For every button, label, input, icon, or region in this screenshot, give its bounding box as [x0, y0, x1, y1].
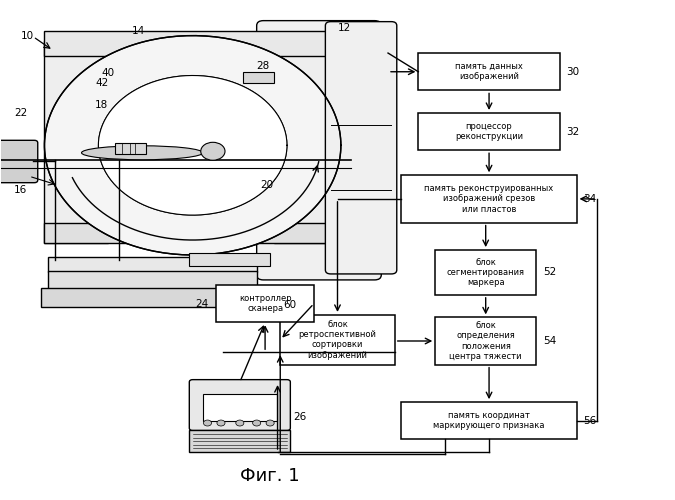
Polygon shape: [45, 222, 344, 242]
FancyBboxPatch shape: [115, 144, 146, 154]
Text: Фиг. 1: Фиг. 1: [240, 468, 300, 485]
Text: 42: 42: [95, 78, 108, 88]
Circle shape: [45, 36, 341, 255]
FancyBboxPatch shape: [0, 140, 38, 182]
Text: память реконструированных
изображений срезов
или пластов: память реконструированных изображений ср…: [425, 184, 554, 214]
Polygon shape: [273, 40, 344, 242]
Text: 40: 40: [102, 68, 115, 78]
FancyBboxPatch shape: [243, 72, 273, 83]
Text: контроллер
сканера: контроллер сканера: [239, 294, 292, 314]
Text: процессор
реконструкции: процессор реконструкции: [455, 122, 523, 142]
Text: 24: 24: [195, 298, 208, 308]
FancyBboxPatch shape: [48, 258, 256, 272]
FancyBboxPatch shape: [280, 315, 395, 364]
Text: 26: 26: [294, 412, 307, 422]
FancyBboxPatch shape: [418, 113, 560, 150]
Text: память данных
изображений: память данных изображений: [455, 62, 523, 82]
Text: 14: 14: [132, 26, 145, 36]
FancyBboxPatch shape: [435, 250, 536, 295]
Text: 54: 54: [543, 336, 556, 346]
Text: 56: 56: [583, 416, 597, 426]
FancyBboxPatch shape: [202, 394, 277, 421]
Text: 34: 34: [583, 194, 597, 204]
FancyBboxPatch shape: [41, 288, 263, 308]
Text: 28: 28: [256, 60, 270, 70]
Text: 12: 12: [338, 23, 351, 33]
Polygon shape: [45, 40, 109, 242]
FancyBboxPatch shape: [402, 402, 576, 440]
Text: 10: 10: [21, 30, 34, 40]
Text: 16: 16: [14, 185, 28, 195]
Text: блок
определения
положения
центра тяжести: блок определения положения центра тяжест…: [450, 321, 522, 361]
FancyBboxPatch shape: [256, 20, 381, 280]
Circle shape: [252, 420, 261, 426]
Text: 22: 22: [14, 108, 28, 118]
Text: 30: 30: [566, 66, 580, 76]
Text: 18: 18: [95, 100, 108, 110]
Text: блок
сегментирования
маркера: блок сегментирования маркера: [447, 258, 524, 288]
Circle shape: [99, 76, 287, 215]
Circle shape: [200, 142, 225, 160]
Text: 52: 52: [543, 268, 556, 278]
FancyBboxPatch shape: [189, 380, 290, 430]
FancyBboxPatch shape: [189, 254, 270, 266]
Text: 60: 60: [284, 300, 297, 310]
FancyBboxPatch shape: [325, 22, 397, 274]
Text: память координат
маркирующего признака: память координат маркирующего признака: [433, 411, 545, 430]
Ellipse shape: [82, 146, 202, 160]
FancyBboxPatch shape: [402, 175, 576, 222]
Polygon shape: [45, 30, 344, 56]
FancyBboxPatch shape: [216, 285, 314, 323]
FancyBboxPatch shape: [48, 271, 256, 290]
FancyBboxPatch shape: [418, 53, 560, 90]
Text: 32: 32: [566, 126, 580, 136]
Circle shape: [266, 420, 274, 426]
Text: блок
ретроспективной
сортировки
изображений: блок ретроспективной сортировки изображе…: [298, 320, 377, 360]
Circle shape: [217, 420, 225, 426]
Text: 20: 20: [260, 180, 273, 190]
Circle shape: [236, 420, 244, 426]
FancyBboxPatch shape: [189, 430, 290, 452]
Circle shape: [203, 420, 211, 426]
FancyBboxPatch shape: [435, 318, 536, 364]
